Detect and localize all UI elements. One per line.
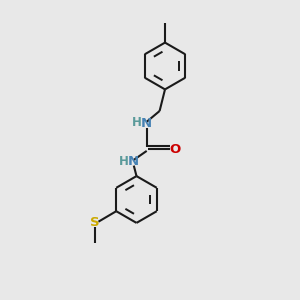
Text: S: S xyxy=(90,216,100,229)
Text: N: N xyxy=(128,155,140,168)
Text: H: H xyxy=(119,155,129,168)
Text: O: O xyxy=(169,142,181,156)
Text: N: N xyxy=(141,116,152,130)
Text: H: H xyxy=(132,116,142,129)
